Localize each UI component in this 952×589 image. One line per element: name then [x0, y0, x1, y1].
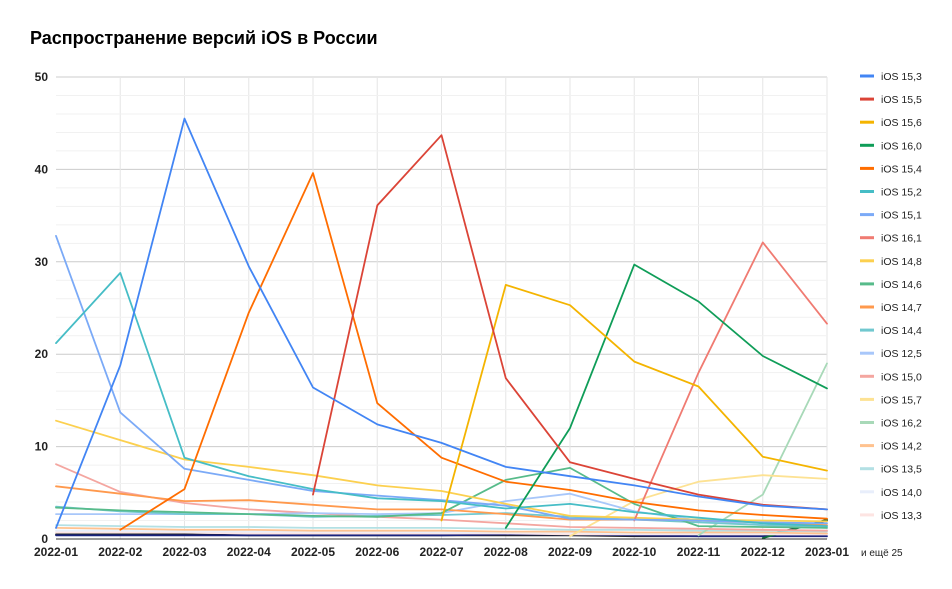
x-tick-label: 2022-12 — [741, 545, 785, 559]
series-line — [55, 505, 828, 527]
series-line — [569, 474, 828, 538]
legend-label: iOS 16,2 — [881, 418, 922, 430]
legend-label: iOS 13,5 — [881, 464, 922, 476]
y-tick-label: 50 — [35, 70, 49, 84]
legend-label: iOS 13,3 — [881, 510, 922, 522]
x-tick-label: 2022-10 — [612, 545, 656, 559]
legend-label: iOS 15,2 — [881, 187, 922, 199]
legend-label: iOS 15,6 — [881, 117, 922, 129]
legend-label: iOS 12,5 — [881, 348, 922, 360]
series-line — [312, 134, 828, 511]
legend-label: iOS 16,1 — [881, 233, 922, 245]
legend-label: iOS 15,5 — [881, 94, 922, 106]
legend-label: iOS 15,3 — [881, 71, 922, 83]
legend-label: iOS 16,0 — [881, 140, 922, 152]
series-line — [55, 467, 828, 529]
legend-label: iOS 14,7 — [881, 302, 922, 314]
legend-label: iOS 15,1 — [881, 210, 922, 222]
legend-label: iOS 15,0 — [881, 371, 922, 383]
series-line — [55, 272, 828, 527]
x-tick-label: 2022-11 — [677, 545, 721, 559]
x-tick-label: 2022-03 — [162, 545, 206, 559]
y-tick-label: 10 — [35, 440, 49, 454]
series-line — [55, 524, 828, 533]
chart-title: Распространение версий iOS в России — [30, 28, 378, 48]
x-tick-label: 2022-02 — [98, 545, 142, 559]
x-tick-label: 2022-04 — [227, 545, 271, 559]
x-tick-label: 2022-09 — [548, 545, 592, 559]
x-tick-label: 2022-08 — [484, 545, 528, 559]
y-tick-label: 0 — [41, 532, 48, 546]
legend-label: iOS 14,2 — [881, 441, 922, 453]
x-tick-label: 2023-01 — [805, 545, 849, 559]
legend-label: iOS 14,6 — [881, 279, 922, 291]
x-tick-label: 2022-06 — [355, 545, 399, 559]
y-tick-label: 40 — [35, 162, 49, 176]
legend-label: iOS 14,4 — [881, 325, 922, 337]
series-line — [504, 263, 828, 529]
legend-label: iOS 14,8 — [881, 256, 922, 268]
series-line — [55, 527, 828, 535]
x-tick-label: 2022-01 — [34, 545, 78, 559]
legend-label: iOS 14,0 — [881, 487, 922, 499]
y-tick-label: 30 — [35, 255, 49, 269]
series-line — [55, 529, 828, 535]
series-line — [55, 117, 828, 529]
legend-more-label: и ещё 25 — [861, 548, 903, 559]
x-tick-label: 2022-07 — [419, 545, 463, 559]
x-tick-label: 2022-05 — [291, 545, 335, 559]
series-line — [440, 284, 828, 522]
legend-label: iOS 15,7 — [881, 394, 922, 406]
legend-label: iOS 15,4 — [881, 163, 922, 175]
series-line — [119, 172, 828, 531]
y-tick-label: 20 — [35, 347, 49, 361]
series-line — [633, 241, 828, 522]
